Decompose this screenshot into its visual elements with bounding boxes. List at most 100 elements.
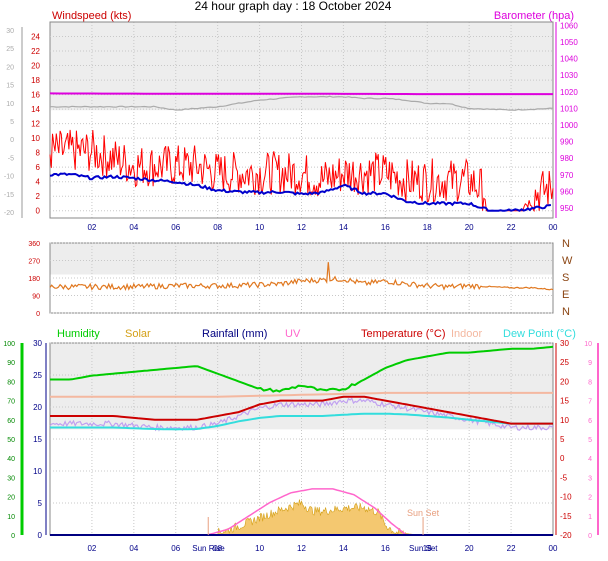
y-tick-label: 15	[33, 435, 42, 444]
sunset-label: Sun Set	[409, 544, 438, 553]
x-tick-label: 12	[297, 223, 306, 232]
y-tick-label-right: 980	[560, 154, 574, 163]
y-tick-label: 10	[33, 467, 42, 476]
y-tick-label: 8	[36, 149, 41, 158]
series-indoor-line	[50, 391, 553, 398]
series-humidity-line	[50, 345, 554, 393]
page-title: 24 hour graph day : 18 October 2024	[195, 0, 392, 13]
x-tick-label: 22	[507, 544, 516, 553]
legend-entry: Rainfall (mm)	[202, 328, 267, 340]
series-temperature-line	[50, 395, 553, 425]
axis-title-windspeed: Windspeed (kts)	[52, 10, 131, 22]
x-tick-label: 16	[381, 223, 390, 232]
wind-barometer-chart: 024681012141618202224-20-15-10-505101520…	[4, 10, 578, 232]
x-tick-label: 02	[87, 223, 96, 232]
outer-tick-label: 20	[6, 64, 14, 71]
x-tick-label: 22	[507, 223, 516, 232]
compass-label: E	[562, 289, 569, 301]
y-tick-label-right: 1060	[560, 21, 578, 30]
x-tick-label: 04	[129, 544, 138, 553]
y-tick-label: 18	[31, 76, 40, 85]
outer-tick-label: 15	[6, 83, 14, 90]
series-windspeed-line	[49, 129, 554, 213]
compass-label: W	[562, 255, 573, 267]
x-tick-label: 06	[171, 223, 180, 232]
compass-label: S	[562, 272, 569, 284]
x-tick-label: 18	[423, 544, 432, 553]
y-tick-label: 22	[31, 47, 40, 56]
x-tick-label: 00	[549, 544, 558, 553]
x-tick-label: 06	[171, 544, 180, 553]
y-tick-label: 6	[36, 163, 41, 172]
y-tick-label: 10	[31, 134, 40, 143]
y-tick-label-right: 1020	[560, 88, 578, 97]
outer-tick-label: 5	[10, 119, 14, 126]
x-tick-label: 14	[339, 223, 348, 232]
humidity-tick-label: 70	[7, 399, 15, 406]
uv-tick-label: 7	[588, 399, 592, 406]
outer-tick-label: -10	[4, 174, 14, 181]
x-tick-label: 08	[213, 544, 222, 553]
y-tick-label-right: 1040	[560, 55, 578, 64]
series-average-line	[49, 172, 551, 212]
uv-tick-label: 5	[588, 437, 592, 444]
uv-tick-label: 10	[584, 341, 592, 348]
humidity-tick-label: 0	[11, 533, 15, 540]
x-tick-label: 08	[213, 223, 222, 232]
y-tick-label-right: 15	[560, 397, 569, 406]
sunrise-label: Sun Rise	[192, 544, 225, 553]
humidity-tick-label: 20	[7, 495, 15, 502]
uv-tick-label: 1	[588, 514, 592, 521]
y-tick-label: 25	[33, 371, 42, 380]
series-dewpoint-line	[50, 412, 553, 431]
humidity-tick-label: 30	[7, 475, 15, 482]
plot-frame	[49, 21, 554, 219]
uv-tick-label: 6	[588, 418, 592, 425]
legend-entry: UV	[285, 328, 301, 340]
series-gust-line	[50, 95, 554, 111]
y-tick-label: 0	[38, 531, 43, 540]
x-tick-label: 12	[297, 544, 306, 553]
compass-label: N	[562, 306, 570, 318]
y-tick-label: 180	[28, 276, 40, 283]
y-tick-label-right: 1010	[560, 104, 578, 113]
y-tick-label: 0	[36, 207, 41, 216]
sunset-label-plot: Sun Set	[407, 508, 440, 518]
x-tick-label: 02	[87, 544, 96, 553]
y-tick-label-right: -15	[560, 512, 572, 521]
y-tick-label: 5	[38, 499, 43, 508]
x-tick-label: 18	[423, 223, 432, 232]
y-tick-label: 20	[31, 62, 40, 71]
y-tick-label: 30	[33, 339, 42, 348]
y-tick-label-right: 950	[560, 204, 574, 213]
outer-tick-label: 0	[10, 137, 14, 144]
x-tick-label: 16	[381, 544, 390, 553]
series-barometer-line	[49, 92, 553, 96]
y-tick-label: 270	[28, 259, 40, 266]
y-tick-label: 12	[31, 120, 40, 129]
y-tick-label-right: 25	[560, 358, 569, 367]
uv-tick-label: 8	[588, 379, 592, 386]
y-tick-label: 16	[31, 91, 40, 100]
x-tick-label: 00	[549, 223, 558, 232]
humidity-tick-label: 50	[7, 437, 15, 444]
uv-tick-label: 9	[588, 360, 592, 367]
y-tick-label-right: -5	[560, 473, 568, 482]
y-tick-label-right: 10	[560, 416, 569, 425]
y-tick-label-right: 960	[560, 187, 574, 196]
axis-title-barometer: Barometer (hpa)	[494, 10, 574, 22]
humidity-tick-label: 100	[3, 341, 15, 348]
y-tick-label: 360	[28, 241, 40, 248]
y-tick-label-right: -20	[560, 531, 572, 540]
y-tick-label-right: 1030	[560, 71, 578, 80]
y-tick-label-right: 5	[560, 435, 565, 444]
legend-entry: Temperature (°C)	[361, 328, 445, 340]
y-tick-label: 14	[31, 105, 40, 114]
plot-shade	[50, 22, 553, 111]
outer-tick-label: 30	[6, 28, 14, 35]
y-tick-label: 2	[36, 192, 41, 201]
legend-entry: Indoor	[451, 328, 483, 340]
temperature-humidity-chart: 0102030405060708090100051015202530-20-15…	[3, 328, 599, 553]
